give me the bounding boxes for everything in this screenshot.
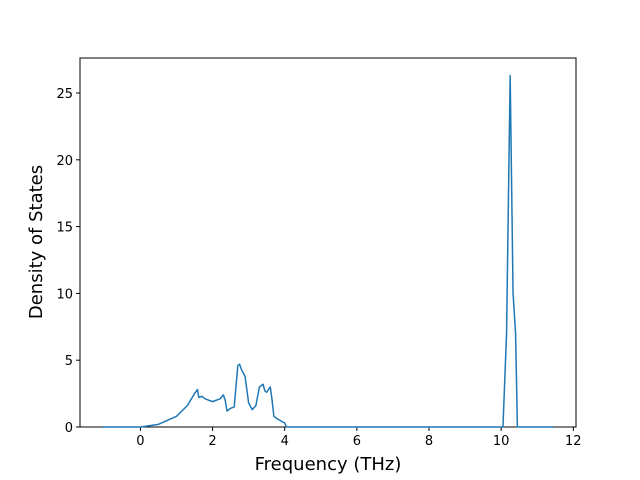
x-tick-label: 12 [565, 434, 582, 449]
data-line [102, 74, 554, 428]
x-tick-label: 4 [281, 434, 289, 449]
x-tick-label: 10 [493, 434, 510, 449]
x-tick-label: 2 [208, 434, 216, 449]
x-tick-label: 6 [353, 434, 361, 449]
y-tick-label: 5 [65, 354, 73, 369]
x-axis-label: Frequency (THz) [255, 454, 402, 475]
y-tick-label: 25 [56, 87, 73, 102]
y-tick-label: 20 [56, 154, 73, 169]
y-tick-label: 10 [56, 287, 73, 302]
x-tick-label: 8 [425, 434, 433, 449]
y-axis-label: Density of States [26, 165, 47, 319]
y-tick-label: 15 [56, 221, 73, 236]
plot-frame [79, 57, 577, 428]
x-tick-label: 0 [136, 434, 144, 449]
y-tick-label: 0 [65, 421, 73, 436]
